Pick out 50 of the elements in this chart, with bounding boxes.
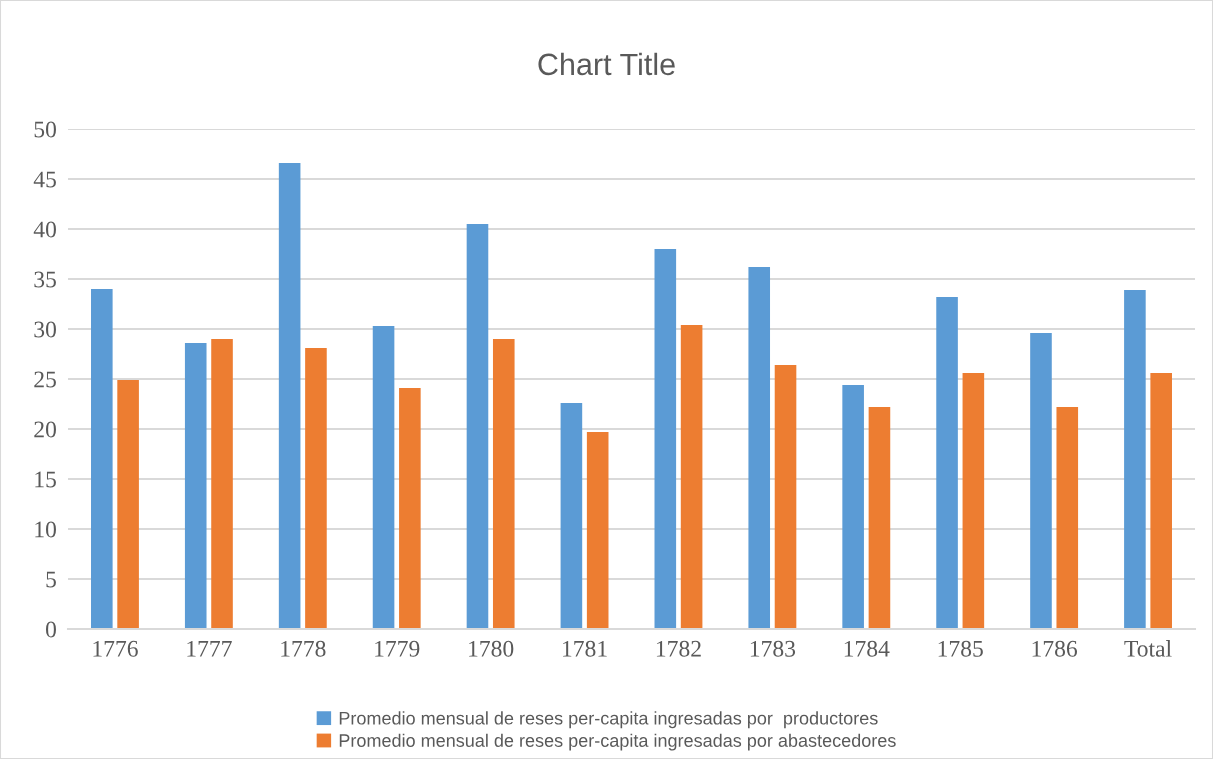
- x-tick-label: 1780: [469, 640, 514, 657]
- x-tick-label: 1777: [187, 640, 232, 657]
- bar: [936, 297, 958, 629]
- bar: [962, 373, 985, 629]
- x-tick-label: 1786: [1032, 640, 1078, 657]
- bar: [586, 432, 609, 629]
- y-tick-label: 50: [34, 121, 56, 138]
- y-tick-label: 45: [33, 171, 56, 188]
- y-tick-label: 5: [46, 571, 56, 588]
- bar: [117, 380, 139, 629]
- y-tick-label: 20: [34, 421, 56, 438]
- legend-label: Promedio mensual de reses per-capita ingresadas por productores: [339, 711, 878, 729]
- y-tick-label: 25: [34, 371, 56, 388]
- x-tick-label: 1783: [750, 640, 796, 657]
- bar: [680, 325, 703, 629]
- x-tick-label: Total: [1124, 640, 1172, 657]
- bar: [372, 326, 395, 629]
- bar: [466, 224, 489, 629]
- bar: [305, 348, 327, 629]
- bar: [278, 163, 301, 629]
- x-tick-label: 1784: [844, 640, 890, 657]
- x-tick-label: 1782: [656, 640, 701, 657]
- y-tick-label: 15: [35, 471, 56, 488]
- x-tick-label: 1778: [281, 640, 326, 657]
- x-tick-label: 1776: [93, 640, 138, 657]
- y-tick-label: 10: [35, 521, 56, 538]
- y-tick-label: 35: [34, 271, 56, 288]
- bar: [1124, 290, 1146, 629]
- bar: [748, 267, 771, 629]
- bar: [91, 289, 113, 629]
- y-tick-label: 40: [33, 221, 56, 238]
- bar: [211, 339, 233, 629]
- bar: [492, 339, 515, 629]
- bar: [399, 388, 421, 629]
- x-tick-label: 1785: [938, 640, 983, 657]
- x-tick-label: 1781: [563, 640, 607, 657]
- bar: [1030, 333, 1052, 629]
- bar: [868, 407, 891, 629]
- y-tick-label: 0: [45, 621, 56, 638]
- bar: [1150, 373, 1172, 629]
- chart-title: Chart Title: [538, 52, 675, 76]
- bar: [774, 365, 797, 629]
- x-tick-label: 1779: [375, 640, 420, 657]
- y-tick-label: 30: [34, 321, 56, 338]
- legend-label: Promedio mensual de reses per-capita ingresadas por abastecedores: [339, 733, 896, 751]
- bar: [654, 249, 677, 629]
- bar: [560, 403, 583, 629]
- bar: [842, 385, 864, 629]
- bar: [184, 343, 207, 629]
- bar: [1056, 407, 1079, 629]
